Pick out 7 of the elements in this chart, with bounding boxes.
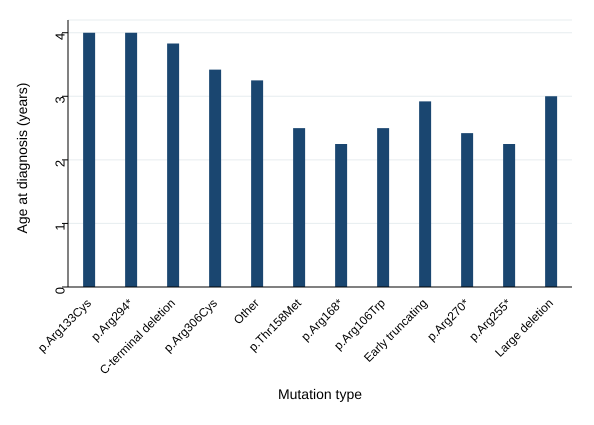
y-tick-label: 4 [52, 32, 68, 40]
y-tick-label: 0 [52, 287, 68, 294]
y-axis-title: Age at diagnosis (years) [14, 82, 30, 234]
y-tick-label: 3 [52, 96, 68, 104]
y-tick-label: 1 [52, 223, 68, 231]
x-axis-title: Mutation type [278, 386, 362, 402]
y-tick-label: 2 [52, 160, 68, 168]
